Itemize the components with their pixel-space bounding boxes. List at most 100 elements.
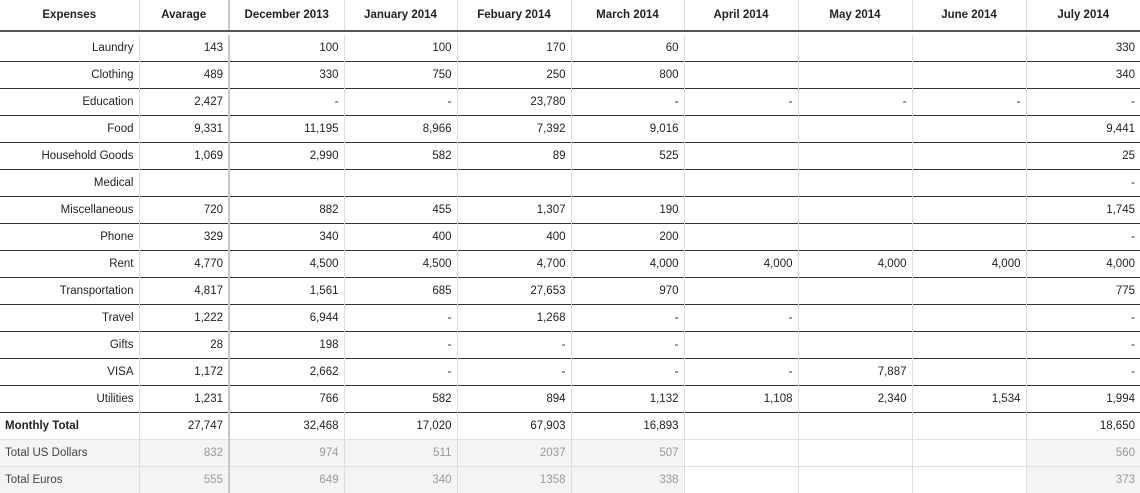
table-cell: 7,392 <box>457 116 571 143</box>
table-cell: 2,427 <box>139 89 229 116</box>
table-cell: 2,990 <box>229 143 344 170</box>
header-month: April 2014 <box>684 0 798 31</box>
table-cell: 330 <box>229 62 344 89</box>
table-cell <box>684 35 798 62</box>
table-cell: 100 <box>344 35 457 62</box>
table-cell <box>912 413 1026 440</box>
row-label: Total US Dollars <box>0 440 139 467</box>
row-label: Phone <box>0 224 139 251</box>
table-cell <box>457 170 571 197</box>
table-cell: 190 <box>571 197 684 224</box>
table-cell <box>798 413 912 440</box>
table-cell: - <box>571 359 684 386</box>
table-cell: - <box>684 359 798 386</box>
table-cell: 17,020 <box>344 413 457 440</box>
table-cell: 1,069 <box>139 143 229 170</box>
table-cell: 340 <box>344 467 457 493</box>
table-cell: 1,745 <box>1026 197 1140 224</box>
table-cell <box>798 224 912 251</box>
table-cell: 974 <box>229 440 344 467</box>
table-cell: - <box>457 332 571 359</box>
table-cell <box>912 197 1026 224</box>
table-cell: 18,650 <box>1026 413 1140 440</box>
table-cell: - <box>344 332 457 359</box>
table-cell: 1,561 <box>229 278 344 305</box>
table-cell: 882 <box>229 197 344 224</box>
table-cell: 25 <box>1026 143 1140 170</box>
table-cell: 8,966 <box>344 116 457 143</box>
table-cell: 970 <box>571 278 684 305</box>
table-cell: 11,195 <box>229 116 344 143</box>
header-month: May 2014 <box>798 0 912 31</box>
table-cell: 340 <box>229 224 344 251</box>
table-cell: 7,887 <box>798 359 912 386</box>
table-cell: - <box>1026 89 1140 116</box>
table-cell: 373 <box>1026 467 1140 493</box>
header-average: Avarage <box>139 0 229 31</box>
table-cell <box>798 278 912 305</box>
table-cell: 1,994 <box>1026 386 1140 413</box>
table-cell: - <box>571 332 684 359</box>
table-cell <box>912 467 1026 493</box>
table-cell <box>912 332 1026 359</box>
header-month: December 2013 <box>229 0 344 31</box>
table-cell: 4,000 <box>912 251 1026 278</box>
table-cell: 4,817 <box>139 278 229 305</box>
row-label: Medical <box>0 170 139 197</box>
table-cell: 750 <box>344 62 457 89</box>
table-cell: 4,500 <box>344 251 457 278</box>
table-row: Medical- <box>0 170 1140 197</box>
table-cell: 685 <box>344 278 457 305</box>
table-cell: - <box>1026 332 1140 359</box>
table-cell <box>684 332 798 359</box>
table-cell: - <box>1026 305 1140 332</box>
row-label: Gifts <box>0 332 139 359</box>
table-cell <box>798 332 912 359</box>
table-cell: - <box>344 89 457 116</box>
table-cell <box>798 170 912 197</box>
table-cell <box>684 62 798 89</box>
table-cell <box>912 170 1026 197</box>
table-cell <box>684 116 798 143</box>
row-label: Transportation <box>0 278 139 305</box>
row-label: Laundry <box>0 35 139 62</box>
table-cell: 1,534 <box>912 386 1026 413</box>
table-cell <box>912 35 1026 62</box>
table-cell: 525 <box>571 143 684 170</box>
table-cell: 4,000 <box>684 251 798 278</box>
table-cell: 4,700 <box>457 251 571 278</box>
table-cell: 4,770 <box>139 251 229 278</box>
table-cell: 16,893 <box>571 413 684 440</box>
table-cell: 400 <box>344 224 457 251</box>
table-cell <box>798 35 912 62</box>
table-cell: 2037 <box>457 440 571 467</box>
table-cell: - <box>1026 224 1140 251</box>
table-cell: 330 <box>1026 35 1140 62</box>
table-cell: 1,132 <box>571 386 684 413</box>
table-cell <box>684 440 798 467</box>
table-cell: - <box>912 89 1026 116</box>
row-label: Monthly Total <box>0 413 139 440</box>
table-cell: - <box>344 359 457 386</box>
table-cell <box>684 224 798 251</box>
table-cell: 143 <box>139 35 229 62</box>
table-cell <box>344 170 457 197</box>
table-cell: 1,172 <box>139 359 229 386</box>
table-cell: 1,222 <box>139 305 229 332</box>
header-month: July 2014 <box>1026 0 1140 31</box>
table-cell: 100 <box>229 35 344 62</box>
table-cell <box>684 197 798 224</box>
table-cell: 1358 <box>457 467 571 493</box>
table-cell <box>798 116 912 143</box>
header-expenses: Expenses <box>0 0 139 31</box>
table-cell <box>139 170 229 197</box>
